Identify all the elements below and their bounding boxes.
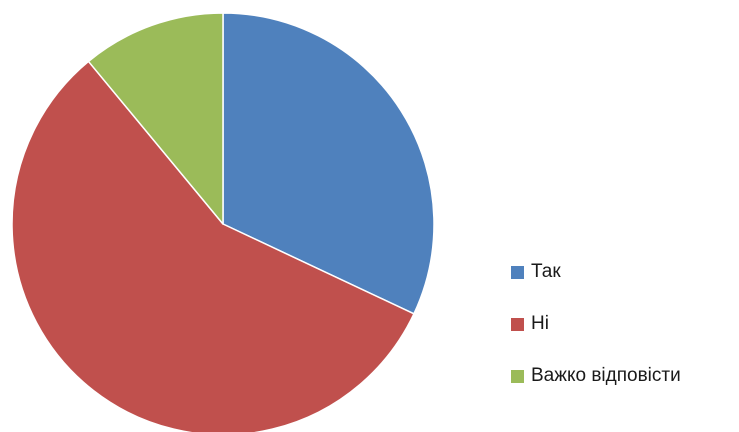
pie-slice-ni <box>11 60 415 432</box>
legend-label-ni: Ні <box>531 313 549 334</box>
legend-label-tak: Так <box>531 261 561 282</box>
legend-item-ni: Ні <box>511 310 681 338</box>
pie-slice-vazhko <box>87 12 224 225</box>
legend-item-tak: Так <box>511 258 681 286</box>
legend-item-vazhko: Важко відповісти <box>511 362 681 390</box>
legend-swatch-vazhko <box>511 369 524 383</box>
legend-swatch-tak <box>511 265 524 279</box>
legend-label-vazhko: Важко відповісти <box>531 365 681 386</box>
legend-swatch-ni <box>511 317 524 331</box>
legend: Так Ні Важко відповісти <box>511 258 681 414</box>
pie-slice-tak <box>222 12 435 315</box>
